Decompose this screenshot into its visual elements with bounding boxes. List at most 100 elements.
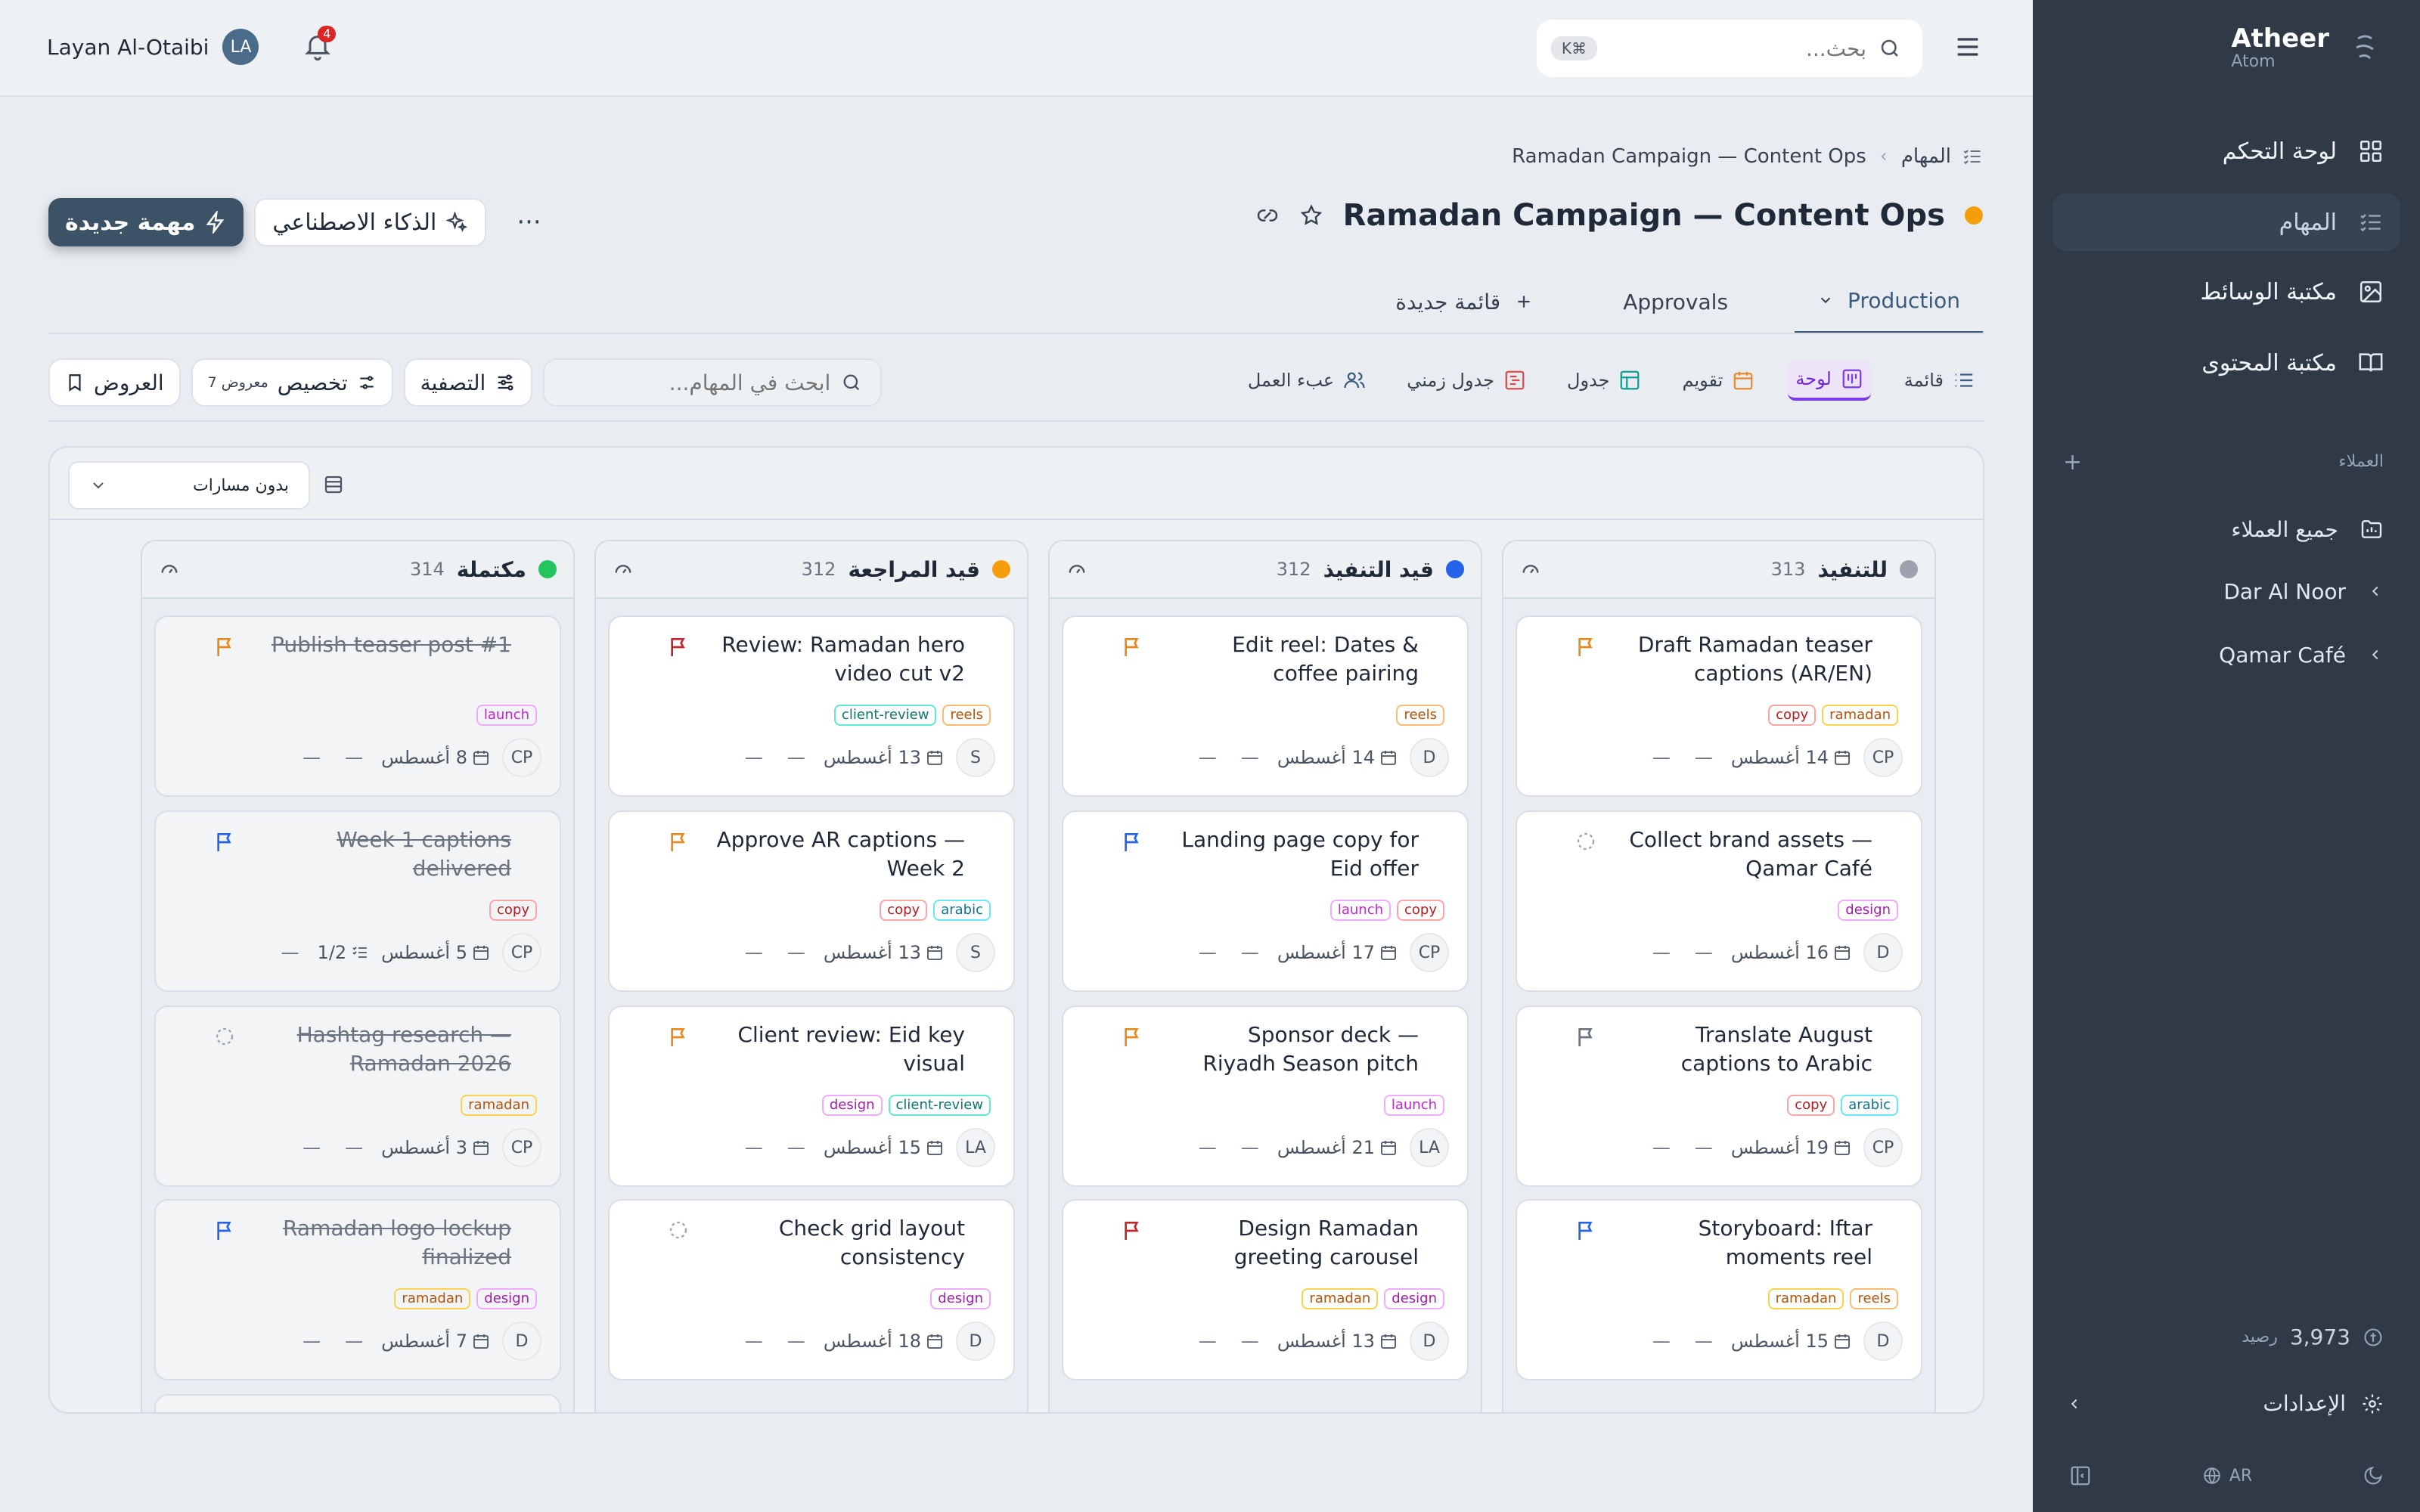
due-date: 3 أغسطس xyxy=(381,1137,490,1158)
view-table[interactable]: جدول xyxy=(1559,360,1649,401)
user-menu[interactable]: Layan Al-Otaibi LA 4 xyxy=(47,26,337,65)
tab-production[interactable]: Production xyxy=(1795,269,1983,334)
no-priority-icon[interactable] xyxy=(667,1219,690,1241)
priority-flag-icon[interactable] xyxy=(1575,1025,1599,1049)
nav-content-library[interactable]: مكتبة المحتوى xyxy=(2052,334,2400,392)
priority-flag-icon[interactable] xyxy=(213,830,237,854)
sidebar: Atheer Atom لوحة التحكم المهام مكتبة الو… xyxy=(2033,0,2420,1512)
assignee-avatar[interactable]: CP xyxy=(1863,738,1903,777)
due-date-text: 19 أغسطس xyxy=(1730,1137,1829,1158)
priority-flag-icon[interactable] xyxy=(1121,635,1145,659)
tab-approvals[interactable]: Approvals xyxy=(1600,269,1751,334)
swimlane-select[interactable]: بدون مسارات xyxy=(68,461,310,510)
assignee-avatar[interactable]: CP xyxy=(1863,1128,1903,1167)
link-icon[interactable] xyxy=(1255,203,1280,228)
priority-flag-icon[interactable] xyxy=(213,1219,237,1243)
customize-button[interactable]: 7 معروض تخصيص xyxy=(191,358,393,407)
task-card[interactable]: Sponsor deck — Riyadh Season pitch launch… xyxy=(1062,1005,1469,1187)
task-card[interactable]: Ramadan logo lockup finalized design ramad… xyxy=(154,1199,561,1380)
gauge-icon[interactable] xyxy=(1520,559,1541,580)
task-card[interactable]: Collect brand assets — Qamar Café design D… xyxy=(1516,810,1922,992)
settings-item[interactable]: الإعدادات xyxy=(2066,1391,2384,1416)
task-card[interactable]: Landing page copy for Eid offer copy launc… xyxy=(1062,810,1469,992)
view-label: جدول زمني xyxy=(1407,370,1495,391)
breadcrumb-root[interactable]: المهام xyxy=(1900,145,1951,168)
empty-value: — xyxy=(345,1331,364,1352)
tag-ramadan: ramadan xyxy=(461,1095,537,1116)
assignee-avatar[interactable]: D xyxy=(1863,933,1903,972)
gauge-icon[interactable] xyxy=(159,559,180,580)
no-priority-icon[interactable] xyxy=(213,1025,236,1048)
task-card[interactable]: Design Ramadan greeting carousel design ra… xyxy=(1062,1199,1469,1380)
filter-button[interactable]: التصفية xyxy=(403,358,533,407)
assignee-avatar[interactable]: LA xyxy=(956,1128,995,1167)
task-card[interactable]: Week 1 captions delivered copy CP 5 أغسطس 1/… xyxy=(154,810,561,992)
view-timeline[interactable]: جدول زمني xyxy=(1399,360,1534,401)
assignee-avatar[interactable]: LA xyxy=(1410,1128,1449,1167)
saved-views-button[interactable]: العروض xyxy=(48,358,181,407)
new-task-button[interactable]: مهمة جديدة xyxy=(48,198,244,246)
priority-flag-icon[interactable] xyxy=(667,635,691,659)
nav-tasks[interactable]: المهام xyxy=(2052,194,2400,251)
task-card[interactable]: Hashtag research — Ramadan 2026 ramadan CP… xyxy=(154,1005,561,1187)
assignee-avatar[interactable]: D xyxy=(1410,738,1449,777)
assignee-avatar[interactable]: D xyxy=(1410,1321,1449,1361)
star-icon[interactable] xyxy=(1299,203,1323,228)
rows-icon[interactable] xyxy=(322,473,345,496)
language-toggle[interactable]: AR xyxy=(2202,1466,2252,1486)
priority-flag-icon[interactable] xyxy=(213,635,237,659)
assignee-avatar[interactable]: CP xyxy=(502,738,541,777)
client-qamar-cafe[interactable]: Qamar Café xyxy=(2066,632,2384,677)
notifications-button[interactable]: 4 xyxy=(302,26,337,62)
task-card[interactable]: Review: Ramadan hero video cut v2 reels cl… xyxy=(608,615,1015,797)
task-card[interactable]: Publish teaser post #1 launch CP 8 أغسطس — — xyxy=(154,615,561,797)
add-client-button[interactable]: + xyxy=(2063,449,2083,476)
moon-icon[interactable] xyxy=(2363,1465,2384,1486)
priority-flag-icon[interactable] xyxy=(1121,1025,1145,1049)
view-workload[interactable]: عبء العمل xyxy=(1240,360,1373,401)
assignee-avatar[interactable]: D xyxy=(502,1321,541,1361)
ai-button[interactable]: الذكاء الاصطناعي xyxy=(254,198,487,246)
brand[interactable]: Atheer Atom xyxy=(2231,24,2378,71)
task-card[interactable]: Approve AR captions — Week 2 arabic copy S 1… xyxy=(608,810,1015,992)
task-search-input[interactable] xyxy=(563,370,831,395)
assignee-avatar[interactable]: CP xyxy=(502,1128,541,1167)
task-card[interactable]: Draft Ramadan teaser captions (AR/EN) ram… xyxy=(1516,615,1922,797)
task-card[interactable]: Edit reel: Dates & coffee pairing reels D 1… xyxy=(1062,615,1469,797)
priority-flag-icon[interactable] xyxy=(1575,635,1599,659)
priority-flag-icon[interactable] xyxy=(667,830,691,854)
view-list[interactable]: قائمة xyxy=(1897,360,1983,401)
view-board[interactable]: لوحة xyxy=(1788,360,1871,401)
assignee-avatar[interactable]: D xyxy=(956,1321,995,1361)
more-options-button[interactable]: ··· xyxy=(517,207,541,237)
new-list-button[interactable]: قائمة جديدة xyxy=(1373,269,1556,334)
assignee-avatar[interactable]: S xyxy=(956,738,995,777)
priority-flag-icon[interactable] xyxy=(1121,1219,1145,1243)
nav-media-library[interactable]: مكتبة الوسائط xyxy=(2052,263,2400,321)
assignee-avatar[interactable]: CP xyxy=(502,933,541,972)
gauge-icon[interactable] xyxy=(1066,559,1087,580)
task-title: Media plan approved by xyxy=(262,1409,511,1412)
task-card[interactable]: Storyboard: Iftar moments reel reels ramad… xyxy=(1516,1199,1922,1380)
task-card[interactable]: Check grid layout consistency design D 18 أ… xyxy=(608,1199,1015,1380)
task-card[interactable]: Client review: Eid key visual client-revi… xyxy=(608,1005,1015,1187)
task-search[interactable] xyxy=(543,358,883,407)
task-card[interactable]: Media plan approved by xyxy=(154,1394,561,1412)
view-calendar[interactable]: تقويم xyxy=(1674,360,1762,401)
assignee-avatar[interactable]: CP xyxy=(1410,933,1449,972)
priority-flag-icon[interactable] xyxy=(1121,830,1145,854)
collapse-sidebar-icon[interactable] xyxy=(2069,1464,2092,1487)
nav-dashboard[interactable]: لوحة التحكم xyxy=(2052,122,2400,180)
assignee-avatar[interactable]: S xyxy=(956,933,995,972)
priority-flag-icon[interactable] xyxy=(667,1025,691,1049)
client-dar-al-noor[interactable]: Dar Al Noor xyxy=(2066,569,2384,614)
global-search[interactable]: ⌘K xyxy=(1537,20,1922,77)
task-card[interactable]: Translate August captions to Arabic arabi… xyxy=(1516,1005,1922,1187)
all-clients-item[interactable]: جميع العملاء xyxy=(2066,507,2384,552)
priority-flag-icon[interactable] xyxy=(1575,1219,1599,1243)
global-search-input[interactable] xyxy=(1609,36,1866,61)
gauge-icon[interactable] xyxy=(613,559,634,580)
menu-icon[interactable] xyxy=(1953,32,1983,62)
no-priority-icon[interactable] xyxy=(1575,830,1597,853)
assignee-avatar[interactable]: D xyxy=(1863,1321,1903,1361)
